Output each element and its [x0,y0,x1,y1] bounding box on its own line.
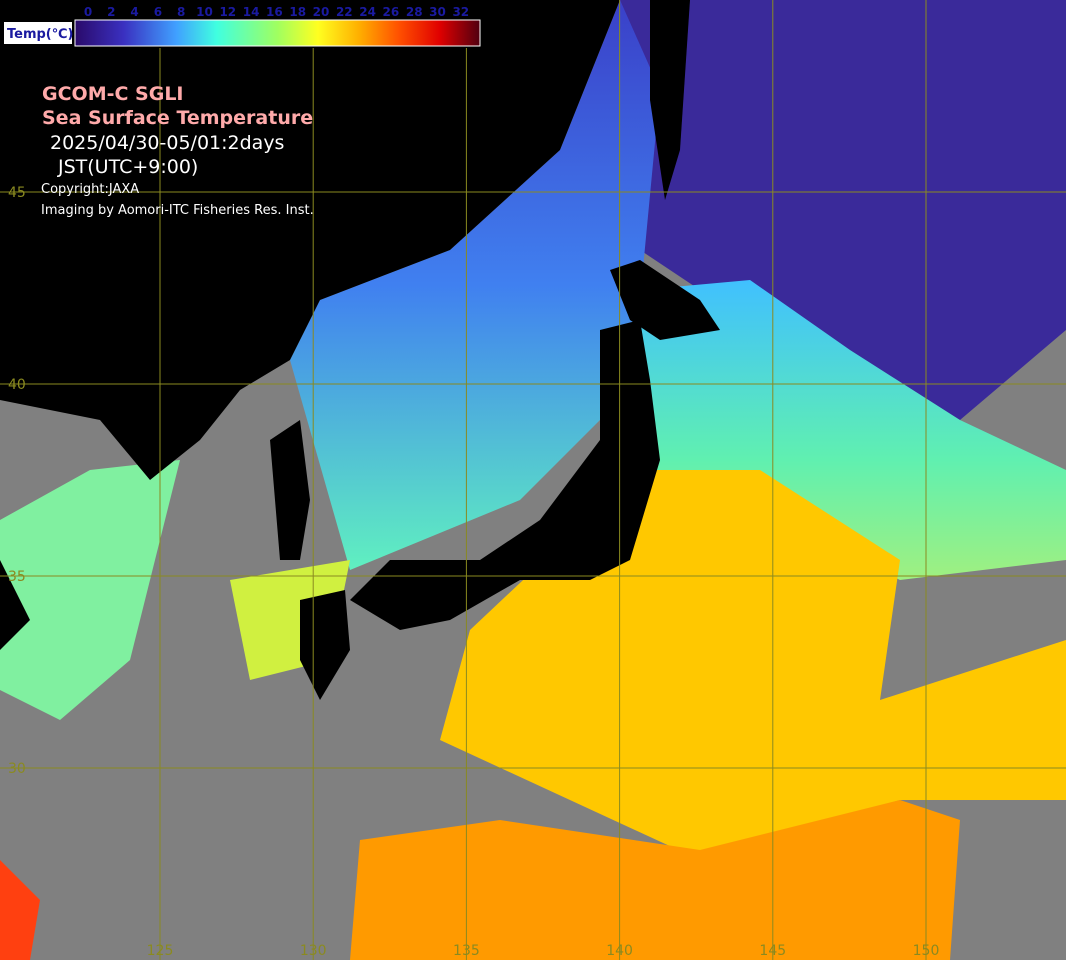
east-china-sea [0,460,180,720]
land-sakhalin [650,0,690,200]
title-period: 2025/04/30-05/01:2days [50,132,284,154]
colorbar-tick: 20 [313,5,330,19]
colorbar-tick: 0 [84,5,92,19]
lat-label: 35 [8,569,26,585]
colorbar-tick: 2 [107,5,115,19]
colorbar-tick: 4 [130,5,138,19]
legend-label-box [4,22,72,44]
colorbar-tick: 24 [359,5,376,19]
land-kyushu [300,590,350,700]
land-hokkaido [610,260,720,340]
colorbar-tick: 28 [406,5,423,19]
colorbar-tick: 16 [266,5,283,19]
lon-label: 130 [300,943,327,959]
okhotsk-sea [620,0,1066,420]
colorbar-tick: 8 [177,5,185,19]
lat-label: 40 [8,377,26,393]
title-timezone: JST(UTC+9:00) [57,156,198,178]
land-coast [0,560,30,650]
sea-of-japan [290,0,660,570]
colorbar-tick: 14 [243,5,260,19]
colorbar-tick: 26 [383,5,400,19]
colorbar-tick: 6 [154,5,162,19]
pacific-south [350,800,960,960]
lat-label: 30 [8,761,26,777]
lon-label: 135 [453,943,480,959]
colorbar-tick: 12 [219,5,236,19]
land-korea [270,420,310,560]
title-product: GCOM-C SGLI [42,83,184,105]
legend-label: Temp(℃) [7,27,73,42]
land-honshu [350,320,660,630]
south-warm-edge [0,860,40,960]
lon-label: 145 [759,943,786,959]
lon-label: 150 [913,943,940,959]
copyright: Copyright:JAXA [41,182,139,197]
pacific-north [640,280,1066,580]
colorbar-tick: 22 [336,5,353,19]
credit: Imaging by Aomori-ITC Fisheries Res. Ins… [41,203,314,218]
title-name: Sea Surface Temperature [42,107,313,129]
colorbar-tick: 32 [452,5,469,19]
lon-label: 140 [606,943,633,959]
colorbar-tick: 30 [429,5,446,19]
lon-label: 125 [147,943,174,959]
colorbar-tick: 18 [289,5,306,19]
land-continent [0,0,620,480]
colorbar [74,19,481,47]
lat-label: 45 [8,185,26,201]
colorbar-ticks: 0 2 4 6 8 10 12 14 16 18 20 22 24 26 28 30 32 [84,5,469,19]
colorbar-tick: 10 [196,5,213,19]
